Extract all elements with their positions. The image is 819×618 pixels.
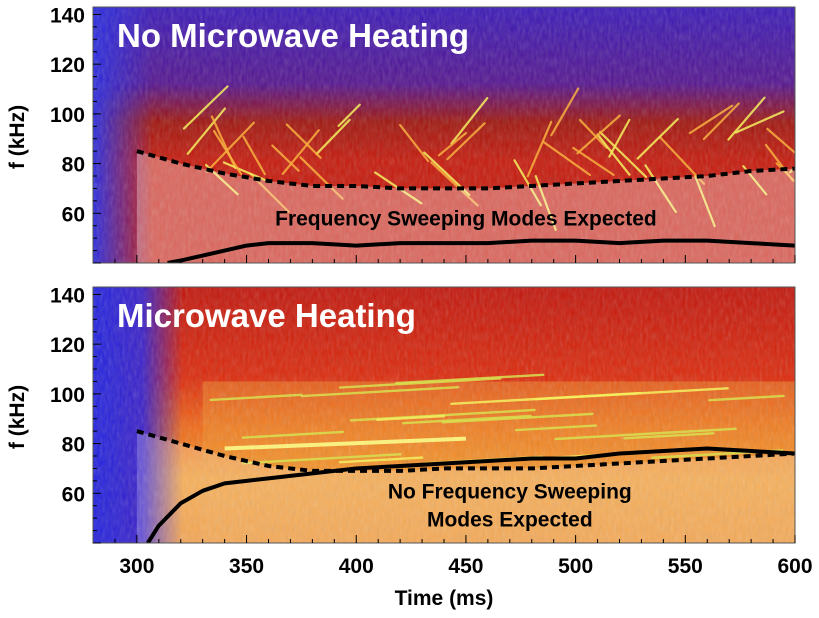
- steady-mode-streak: [395, 373, 545, 385]
- annotation-text: Frequency Sweeping Modes Expected: [275, 208, 657, 231]
- steady-mode-streak: [224, 436, 467, 451]
- frequency-sweep-streak: [285, 123, 322, 159]
- steady-mode-streak: [241, 430, 345, 439]
- frequency-sweep-streak: [186, 107, 226, 155]
- frequency-sweep-streak: [702, 102, 740, 141]
- frequency-sweep-streak: [576, 114, 621, 155]
- frequency-sweep-streak: [430, 161, 479, 207]
- frequency-sweep-streak: [315, 118, 351, 156]
- frequency-sweep-streak: [182, 85, 229, 130]
- x-tick-label: 600: [777, 555, 812, 578]
- y-axis-title: f (kHz): [6, 105, 29, 169]
- steady-mode-streak: [401, 414, 532, 425]
- frequency-sweep-streak: [242, 135, 266, 176]
- frequency-sweep-streak: [727, 96, 766, 141]
- frequency-sweep-streak: [578, 118, 608, 149]
- frequency-sweep-streak: [437, 132, 467, 157]
- frequency-sweep-streak: [222, 161, 273, 184]
- x-tick-label: 350: [229, 555, 264, 578]
- frequency-sweep-streak: [399, 124, 430, 163]
- frequency-sweep-streak: [534, 175, 557, 231]
- expected-region-shading: [136, 431, 795, 543]
- steady-mode-streak: [338, 377, 502, 389]
- frequency-sweep-streak: [299, 156, 344, 200]
- frequency-sweep-streak: [205, 121, 255, 173]
- panel-no-microwave-heating: No Microwave Heating Frequency Sweeping M…: [6, 4, 796, 264]
- annotation-text-line: Modes Expected: [427, 508, 593, 531]
- frequency-sweep-streak: [513, 159, 542, 207]
- x-axis-title: Time (ms): [395, 587, 494, 610]
- upper-bound-dashed-line: [136, 429, 795, 473]
- frequency-sweep-streak: [542, 141, 592, 176]
- y-tick-label: 80: [62, 434, 85, 457]
- steady-mode-streak: [242, 453, 402, 465]
- spectrogram-image: [93, 7, 795, 263]
- y-tick-label: 140: [50, 4, 85, 27]
- steady-mode-streak: [300, 386, 460, 398]
- frequency-sweep-streak: [271, 144, 300, 172]
- x-tick-label: 400: [339, 555, 374, 578]
- frequency-sweep-streak: [688, 104, 734, 135]
- frequency-sweep-streak: [734, 110, 785, 134]
- panel-microwave-heating: Microwave Heating No Frequency Sweeping Mo…: [6, 284, 813, 610]
- x-tick-label: 550: [668, 555, 703, 578]
- expected-region-shading: [136, 151, 795, 263]
- x-tick-label: 450: [448, 555, 483, 578]
- y-tick-label: 80: [62, 154, 85, 177]
- lower-bound-solid-line: [146, 446, 795, 543]
- frequency-sweep-streak: [596, 133, 631, 176]
- panel-title: Microwave Heating: [117, 297, 416, 334]
- panel-title: No Microwave Heating: [117, 17, 469, 54]
- frequency-sweep-streak: [550, 87, 580, 137]
- frequency-sweep-streak: [608, 118, 631, 158]
- steady-mode-streak: [708, 394, 785, 402]
- frequency-sweep-streak: [598, 130, 648, 179]
- frequency-sweep-streak: [450, 96, 489, 145]
- steady-mode-streak: [554, 427, 737, 441]
- steady-mode-streak: [209, 393, 303, 402]
- steady-mode-streak: [514, 424, 598, 432]
- y-tick-label: 140: [50, 284, 85, 307]
- frequency-sweep-streak: [446, 122, 486, 161]
- frequency-sweep-streak: [636, 117, 679, 160]
- spectrogram-noise: [93, 7, 795, 263]
- frequency-sweep-streak: [281, 129, 320, 175]
- annotation-text-line: No Frequency Sweeping: [388, 480, 632, 503]
- y-tick-label: 100: [50, 104, 85, 127]
- frequency-sweep-streak: [644, 164, 677, 214]
- steady-mode-streak: [450, 391, 642, 406]
- lower-bound-solid-line: [167, 238, 795, 263]
- steady-mode-streak: [441, 412, 594, 424]
- y-tick-label: 100: [50, 384, 85, 407]
- frequency-sweep-streak: [526, 120, 553, 178]
- y-tick-label: 60: [62, 203, 85, 226]
- steady-mode-streak: [623, 432, 715, 440]
- x-tick-label: 500: [558, 555, 593, 578]
- frequency-sweep-streak: [694, 174, 716, 228]
- frequency-sweep-streak: [337, 103, 361, 128]
- y-tick-label: 60: [62, 483, 85, 506]
- y-tick-label: 120: [50, 54, 85, 77]
- frequency-sweep-streak: [212, 130, 243, 176]
- frequency-sweep-streak: [766, 127, 795, 155]
- x-tick-label: 300: [119, 555, 154, 578]
- steady-mode-streak: [376, 414, 446, 422]
- y-tick-label: 120: [50, 334, 85, 357]
- upper-bound-dashed-line: [136, 149, 795, 191]
- y-axis-title: f (kHz): [6, 385, 29, 449]
- steady-mode-streak: [338, 456, 424, 464]
- spectrogram-image: [93, 287, 795, 543]
